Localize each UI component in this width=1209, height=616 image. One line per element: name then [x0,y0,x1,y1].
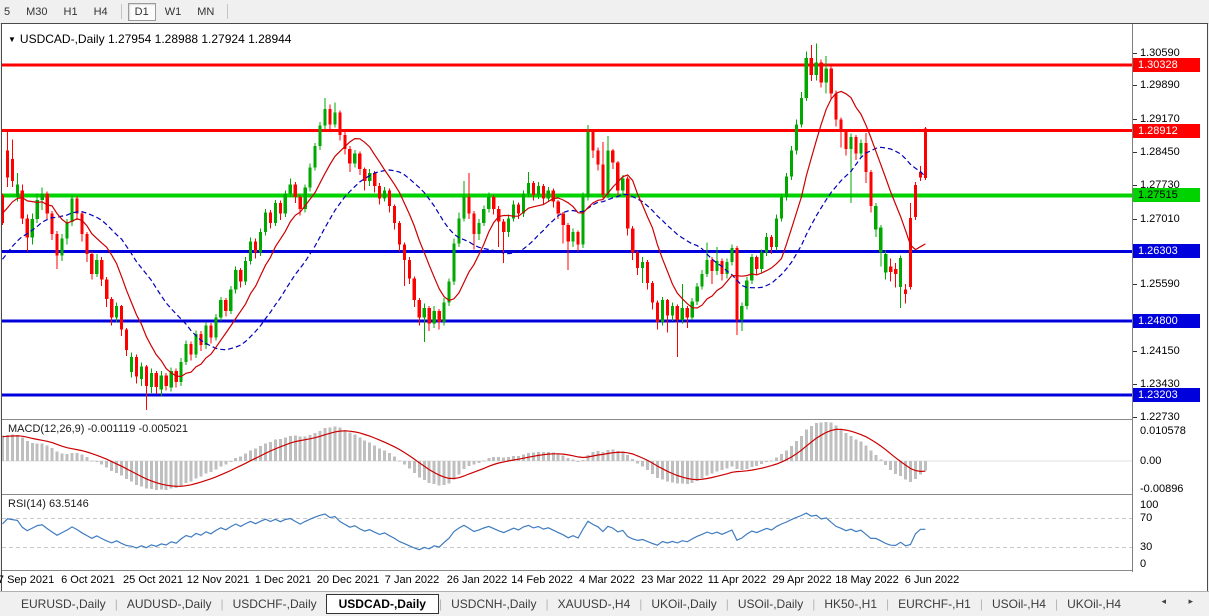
price-badge-1.24800: 1.24800 [1133,314,1200,329]
macd-values: -0.001119 -0.005021 [87,423,188,435]
tab-separator: | [886,597,890,611]
date-label-6-jun-2022: 6 Jun 2022 [904,574,960,586]
macd-signal-line [2,428,926,487]
tab-separator: | [1054,597,1059,611]
date-label-20-dec-2021: 20 Dec 2021 [316,574,380,586]
price-badge-1.27515: 1.27515 [1133,188,1200,203]
timeframe-button-m30[interactable]: M30 [26,5,48,18]
price-tick-mark [1133,284,1137,286]
timeframe-button-h4[interactable]: H4 [93,5,108,18]
macd-axis-tick--0.00896: -0.00896 [1140,483,1184,495]
timeframe-button-w1[interactable]: W1 [164,5,182,18]
price-tick-1.29170: 1.29170 [1140,112,1180,125]
timeframe-button-mn[interactable]: MN [197,5,215,18]
ma-slow-line [2,146,926,351]
macd-axis-tick-0.00: 0.00 [1140,455,1162,467]
chart-window: ▼ USDCAD-,Daily 1.27954 1.28988 1.27924 1… [0,23,1208,592]
price-tick-1.27010: 1.27010 [1140,212,1180,225]
date-label-7-jan-2022: 7 Jan 2022 [384,574,440,586]
price-tick-1.24150: 1.24150 [1140,345,1180,358]
date-label-4-mar-2022: 4 Mar 2022 [579,574,635,586]
symbol-tab-usoilh4[interactable]: USOil-,H4 [991,597,1046,611]
toolbar-separator [227,4,229,19]
rsi-indicator-label: RSI(14) 63.5146 [8,498,89,510]
tab-separator: | [725,597,729,611]
tab-separator: | [639,597,643,611]
tab-separator: | [545,597,549,611]
timeframe-button-5[interactable]: 5 [4,5,11,18]
macd-indicator-label: MACD(12,26,9) -0.001119 -0.005021 [8,423,188,435]
price-badge-1.30328: 1.30328 [1133,58,1200,73]
symbol-tab-eurusddaily[interactable]: EURUSD-,Daily [21,597,106,611]
tab-separator: | [114,597,118,611]
price-tick-mark [1133,384,1137,386]
date-label-17-sep-2021: 17 Sep 2021 [0,574,55,586]
macd-histogram [2,422,927,490]
rsi-axis-tick-30: 30 [1140,541,1153,554]
price-badge-1.26303: 1.26303 [1133,244,1200,259]
tab-separator: | [979,597,983,611]
symbol-tab-usdcnhdaily[interactable]: USDCNH-,Daily [451,597,537,611]
symbol-tab-usdchfdaily[interactable]: USDCHF-,Daily [232,597,317,611]
symbol-tab-bar: EURUSD-,Daily | AUDUSD-,Daily | USDCHF-,Dail… [0,591,1209,616]
toolbar-separator [120,4,122,19]
price-tick-1.25590: 1.25590 [1140,278,1180,291]
price-tick-mark [1133,52,1137,54]
symbol-tab-ukoildaily[interactable]: UKOil-,Daily [651,597,717,611]
price-tick-1.28450: 1.28450 [1140,146,1180,159]
date-label-12-nov-2021: 12 Nov 2021 [186,574,250,586]
rsi-axis-tick-0: 0 [1140,558,1147,570]
ma-fast-line [2,90,926,378]
price-chart[interactable] [2,24,1132,572]
date-label-6-oct-2021: 6 Oct 2021 [61,574,115,586]
price-tick-1.22730: 1.22730 [1140,410,1180,423]
chart-symbol-label: USDCAD-,Daily [19,32,105,46]
price-scale-axis[interactable]: 1.30590 1.29890 1.29170 1.28450 1.27730 1.270… [1132,24,1207,572]
symbol-tab-usdcaddaily[interactable]: USDCAD-,Daily [325,594,439,614]
rsi-axis-tick-70: 70 [1140,512,1153,525]
tab-separator: | [220,597,224,611]
price-tick-mark [1133,118,1137,120]
date-label-18-may-2022: 18 May 2022 [835,574,899,586]
date-label-25-oct-2021: 25 Oct 2021 [123,574,183,586]
tab-separator: | [438,597,443,611]
price-tick-mark [1133,85,1137,87]
price-tick-mark [1133,416,1137,418]
chart-title: ▼ USDCAD-,Daily 1.27954 1.28988 1.27924 1… [8,32,291,46]
date-label-14-feb-2022: 14 Feb 2022 [511,574,573,586]
symbol-tab-eurchfh1[interactable]: EURCHF-,H1 [898,597,971,611]
rsi-value: 63.5146 [48,498,89,510]
date-label-1-dec-2021: 1 Dec 2021 [254,574,312,586]
candlestick-series [2,43,928,410]
date-label-29-apr-2022: 29 Apr 2022 [772,574,832,586]
tab-scroll-arrows[interactable]: ◂ ▸ [1161,596,1203,606]
date-label-11-apr-2022: 11 Apr 2022 [707,574,767,586]
timeframe-button-d1[interactable]: D1 [127,2,156,21]
symbol-tab-ukoilh4[interactable]: UKOil-,H4 [1067,597,1122,611]
date-label-23-mar-2022: 23 Mar 2022 [641,574,703,586]
price-tick-mark [1133,152,1137,154]
timeframe-toolbar: 5 M30 H1 H4 D1 W1 MN [0,0,1209,24]
chart-ohlc-values: 1.27954 1.28988 1.27924 1.28944 [107,32,292,46]
price-tick-1.30590: 1.30590 [1140,46,1180,59]
price-badge-1.23203: 1.23203 [1133,387,1200,402]
price-tick-mark [1133,185,1137,187]
symbol-tab-hk50h1[interactable]: HK50-,H1 [824,597,878,611]
price-badge-1.28912: 1.28912 [1133,123,1200,138]
symbol-dropdown-icon: ▼ [8,35,16,44]
timeframe-button-h1[interactable]: H1 [63,5,78,18]
symbol-tab-xauusdh4[interactable]: XAUUSD-,H4 [557,597,631,611]
symbol-tab-audusddaily[interactable]: AUDUSD-,Daily [126,597,212,611]
macd-axis-tick-0.010578: 0.010578 [1140,425,1186,437]
rsi-axis-tick-100: 100 [1140,499,1159,511]
tab-separator: | [812,597,816,611]
symbol-tab-usoildaily[interactable]: USOil-,Daily [737,597,804,611]
rsi-line [2,512,926,551]
price-tick-mark [1133,351,1137,353]
price-tick-1.29890: 1.29890 [1140,79,1180,92]
price-tick-mark [1133,218,1137,220]
date-label-26-jan-2022: 26 Jan 2022 [446,574,508,586]
price-tick-1.23430: 1.23430 [1140,378,1180,391]
